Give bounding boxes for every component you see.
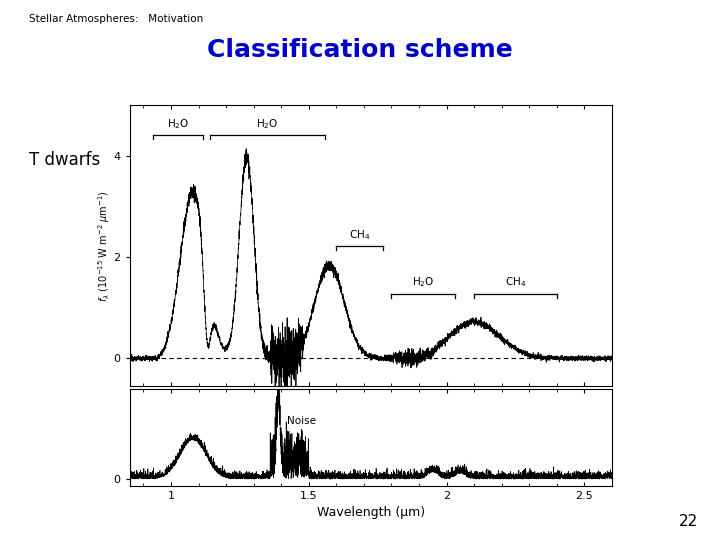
X-axis label: Wavelength (μm): Wavelength (μm) bbox=[317, 507, 425, 519]
Text: Classification scheme: Classification scheme bbox=[207, 38, 513, 62]
Text: T dwarfs: T dwarfs bbox=[29, 151, 100, 169]
Text: 22: 22 bbox=[679, 514, 698, 529]
Text: H$_2$O: H$_2$O bbox=[166, 117, 189, 131]
Text: H$_2$O: H$_2$O bbox=[256, 117, 279, 131]
Text: H$_2$O: H$_2$O bbox=[412, 275, 434, 289]
Text: CH$_4$: CH$_4$ bbox=[349, 228, 371, 242]
Text: Stellar Atmospheres:   Motivation: Stellar Atmospheres: Motivation bbox=[29, 14, 203, 24]
Text: CH$_4$: CH$_4$ bbox=[505, 275, 526, 289]
Text: Noise: Noise bbox=[287, 416, 316, 426]
Y-axis label: $f_\lambda$ (10$^{-15}$ W m$^{-2}$ $\mu$m$^{-1}$): $f_\lambda$ (10$^{-15}$ W m$^{-2}$ $\mu$… bbox=[96, 190, 112, 302]
